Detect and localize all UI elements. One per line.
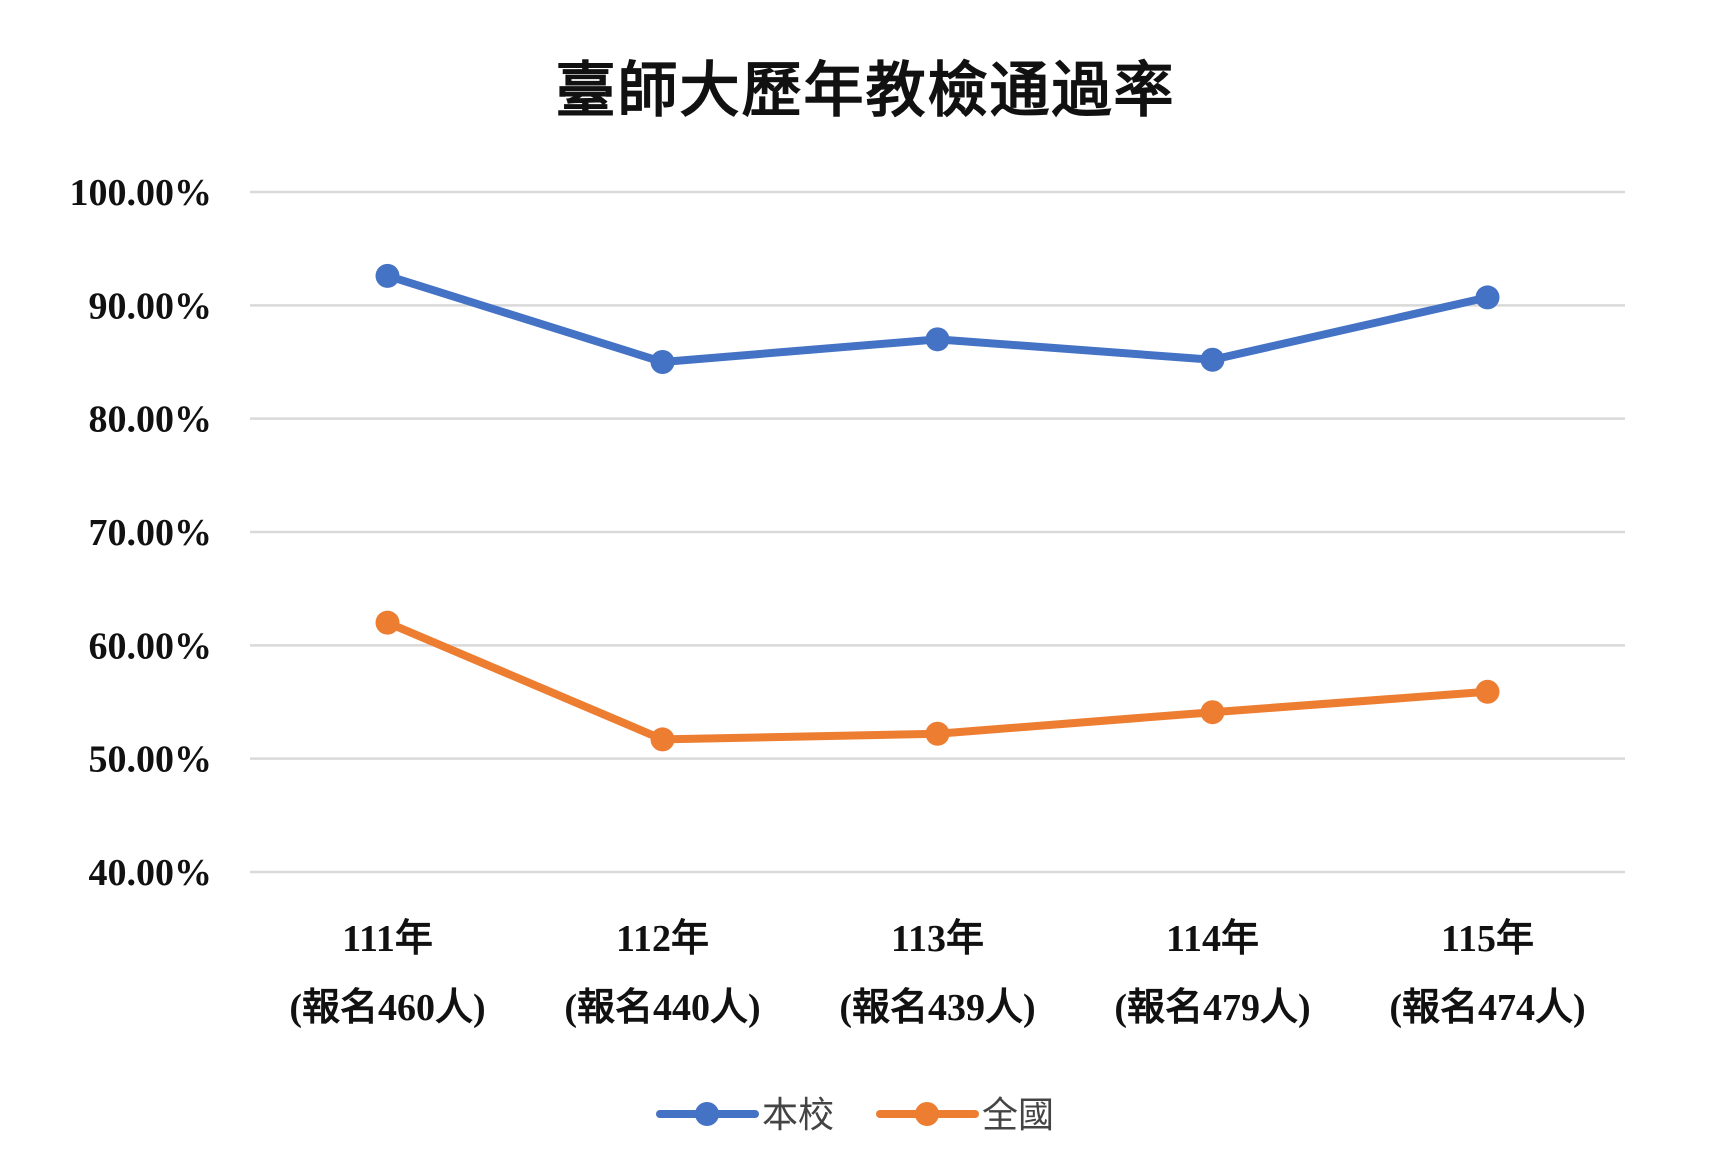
data-point [1475,679,1500,704]
y-tick-label: 80.00% [89,399,213,441]
y-tick-label: 100.00% [70,172,213,214]
data-point [925,327,950,352]
y-tick-label: 50.00% [89,739,213,781]
legend-label: 全國 [982,1095,1054,1136]
y-tick-label: 60.00% [89,625,213,667]
y-tick-label: 40.00% [89,852,213,894]
x-tick-sublabel: (報名439人) [839,987,1035,1029]
data-point [650,727,675,752]
x-tick-sublabel: (報名460人) [289,987,485,1029]
x-tick-sublabel: (報名474人) [1389,987,1585,1029]
y-tick-label: 70.00% [89,512,213,554]
x-tick-label: 114年 [1166,918,1259,960]
chart-title: 臺師大歷年教檢通過率 [555,56,1176,126]
x-tick-label: 113年 [891,918,984,960]
legend-marker-2 [915,1102,939,1126]
data-point [375,610,400,635]
y-tick-label: 90.00% [89,285,213,327]
data-point [925,721,950,746]
x-tick-label: 111年 [342,918,433,960]
legend-label: 本校 [762,1095,834,1136]
data-point [1475,285,1500,310]
x-tick-label: 115年 [1441,918,1534,960]
data-point [1200,700,1225,725]
x-tick-sublabel: (報名479人) [1114,987,1310,1029]
x-tick-sublabel: (報名440人) [564,987,760,1029]
data-point [375,263,400,288]
x-tick-label: 112年 [616,918,709,960]
data-point [1200,347,1225,372]
legend-marker-1 [695,1102,719,1126]
data-point [650,350,675,374]
